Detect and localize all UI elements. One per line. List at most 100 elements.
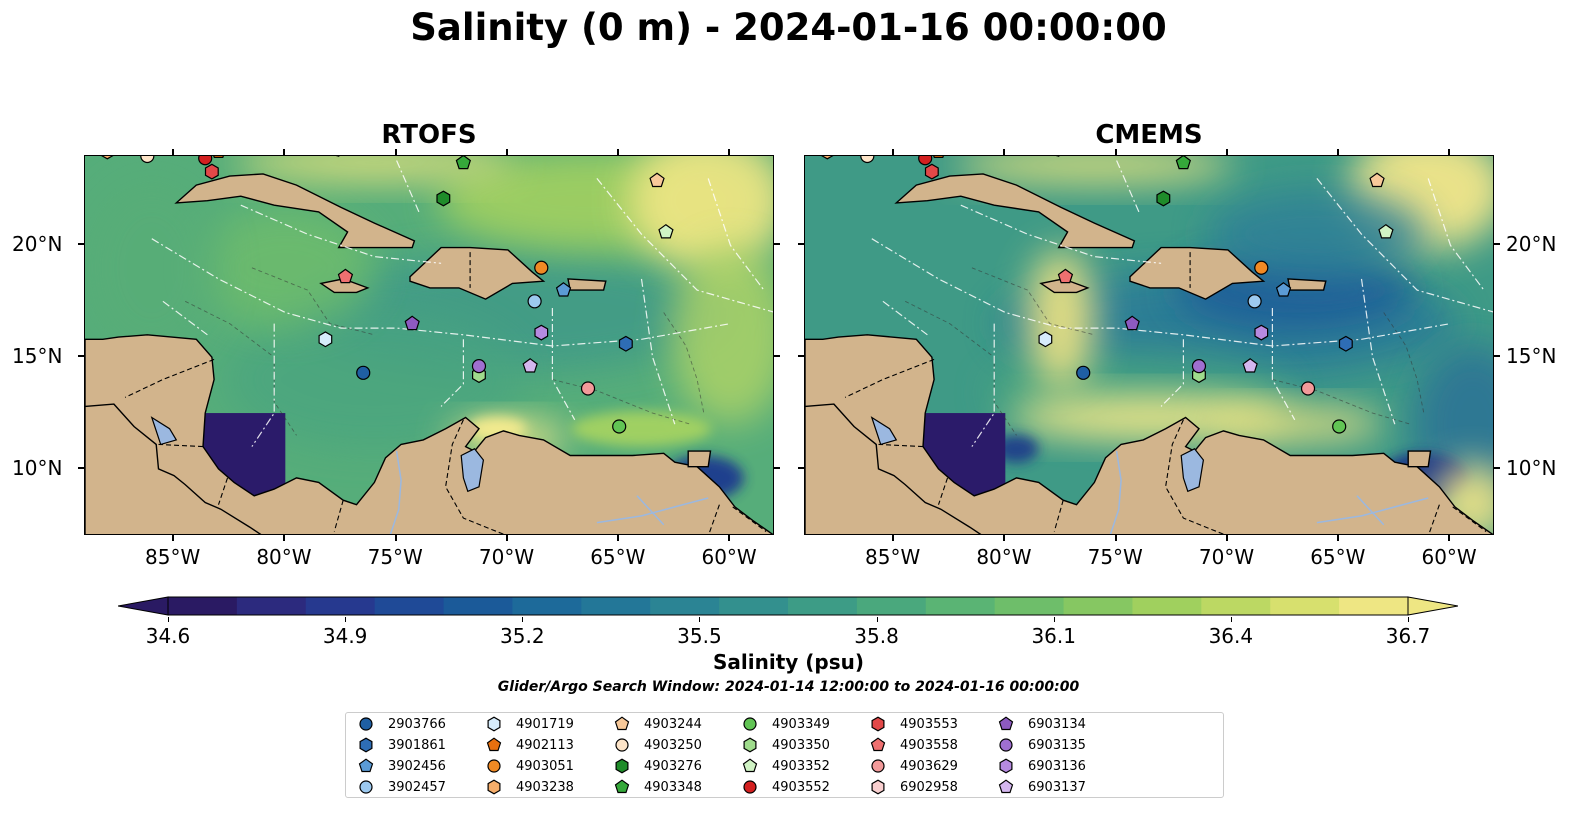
float-marker-4902113[interactable]	[212, 156, 226, 158]
float-marker-3902456[interactable]	[555, 282, 572, 297]
colorbar-label: Salinity (psu)	[712, 650, 864, 674]
eez-boundaries	[151, 160, 773, 447]
legend-marker-hexagon-icon	[487, 779, 501, 795]
lon-tick-mark	[505, 535, 508, 541]
float-marker-4903348[interactable]	[455, 156, 472, 170]
float-marker-4903352[interactable]	[658, 223, 674, 239]
float-marker-6903136[interactable]	[534, 324, 549, 341]
colorbar-segment	[1339, 597, 1409, 615]
colorbar-tick-label: 36.1	[1031, 624, 1076, 648]
legend-label: 4903352	[772, 758, 830, 774]
colorbar-tick-mark	[876, 617, 878, 622]
float-marker-6903136[interactable]	[1254, 324, 1269, 341]
float-markers	[101, 156, 674, 434]
legend-marker-circle-icon	[487, 759, 501, 773]
legend-marker-circle-icon	[743, 780, 757, 794]
float-marker-4903051[interactable]	[1254, 260, 1269, 275]
legend-item-4903350: 4903350	[742, 736, 830, 754]
legend-marker-hexagon-icon	[871, 779, 885, 795]
float-marker-4903238[interactable]	[101, 156, 114, 160]
legend-label: 3902456	[388, 758, 446, 774]
float-marker-4903348[interactable]	[1175, 156, 1192, 170]
float-marker-2903766[interactable]	[1076, 365, 1091, 380]
legend-marker	[999, 758, 1013, 774]
float-marker-4903349[interactable]	[1332, 419, 1347, 434]
colorbar	[117, 595, 1459, 617]
legend-label: 4903629	[900, 758, 958, 774]
lon-tick-mark	[1225, 535, 1228, 541]
legend-marker	[359, 717, 373, 731]
float-marker-4903276[interactable]	[436, 190, 451, 207]
float-marker-4903352[interactable]	[1378, 223, 1394, 239]
legend-item-4903553: 4903553	[870, 715, 958, 733]
lat-tick-mark	[774, 466, 780, 469]
float-marker-3901861[interactable]	[1338, 335, 1353, 352]
float-marker-4901719[interactable]	[1038, 331, 1053, 348]
lon-tick-mark	[394, 149, 397, 155]
float-marker-4903250[interactable]	[140, 156, 155, 164]
lat-tick-mark	[1494, 243, 1500, 246]
float-marker-4903051[interactable]	[534, 260, 549, 275]
float-marker-6903137[interactable]	[522, 358, 538, 373]
lon-tick-mark	[1114, 149, 1117, 155]
colorbar-segment	[1201, 597, 1271, 615]
float-marker-2903766[interactable]	[356, 365, 371, 380]
lon-tick-mark	[728, 535, 731, 541]
legend-label: 4903350	[772, 737, 830, 753]
float-marker-4903244[interactable]	[1369, 172, 1385, 188]
float-marker-4903629[interactable]	[1300, 381, 1316, 396]
legend-marker-circle-icon	[615, 738, 629, 752]
float-marker-4903553[interactable]	[924, 163, 939, 180]
float-marker-6903137[interactable]	[1242, 358, 1258, 373]
legend-marker	[870, 737, 886, 752]
float-marker-4902113[interactable]	[932, 156, 946, 158]
lon-tick-label: 75°W	[367, 545, 423, 569]
lat-tick-mark	[774, 243, 780, 246]
float-marker-4903552[interactable]	[198, 156, 213, 166]
float-marker-6903134[interactable]	[1124, 315, 1140, 331]
map-cmems[interactable]	[804, 155, 1494, 535]
lat-tick-label: 20°N	[1506, 232, 1557, 257]
float-marker-4903558[interactable]	[337, 268, 354, 284]
float-marker-3902457[interactable]	[527, 294, 542, 309]
legend-item-6902958: 6902958	[870, 778, 958, 796]
float-marker-4901719[interactable]	[318, 331, 333, 348]
legend-item-3901861: 3901861	[358, 736, 446, 754]
legend-label: 4902113	[516, 737, 574, 753]
float-marker-4903553[interactable]	[204, 163, 219, 180]
float-marker-3901861[interactable]	[618, 335, 633, 352]
map-rtofs[interactable]	[84, 155, 774, 535]
colorbar-tick-label: 35.5	[677, 624, 722, 648]
float-marker-4903552[interactable]	[918, 156, 933, 166]
float-marker-4903244[interactable]	[649, 172, 665, 188]
legend-label: 2903766	[388, 716, 446, 732]
legend-label: 4903552	[772, 779, 830, 795]
colorbar-segment	[1270, 597, 1340, 615]
float-marker-3902456[interactable]	[1275, 282, 1292, 297]
float-marker-4903629[interactable]	[580, 381, 596, 396]
colorbar-segment	[1132, 597, 1202, 615]
legend-item-4903349: 4903349	[742, 715, 830, 733]
legend-marker	[871, 759, 885, 773]
legend-marker-pentagon-icon	[742, 758, 758, 773]
float-marker-6903134[interactable]	[404, 315, 420, 331]
lat-tick-mark	[798, 243, 804, 246]
float-marker-6903135[interactable]	[471, 359, 487, 374]
legend-label: 6903136	[1028, 758, 1086, 774]
float-marker-4903558[interactable]	[1057, 268, 1074, 284]
float-marker-4903276[interactable]	[1156, 190, 1171, 207]
float-marker-6903135[interactable]	[1191, 359, 1207, 374]
legend-marker	[999, 738, 1013, 752]
legend-marker-circle-icon	[743, 717, 757, 731]
float-marker-4903349[interactable]	[612, 419, 627, 434]
float-marker-4903238[interactable]	[821, 156, 834, 160]
float-marker-3902457[interactable]	[1247, 294, 1262, 309]
legend-item-4903552: 4903552	[742, 778, 830, 796]
colorbar-segment	[305, 597, 376, 615]
river-layer	[389, 450, 709, 534]
colorbar-tick-label: 34.6	[145, 624, 191, 648]
legend-label: 6903135	[1028, 737, 1086, 753]
float-marker-4903250[interactable]	[860, 156, 875, 164]
lon-tick-label: 80°W	[976, 545, 1032, 569]
legend-item-4903629: 4903629	[870, 757, 958, 775]
